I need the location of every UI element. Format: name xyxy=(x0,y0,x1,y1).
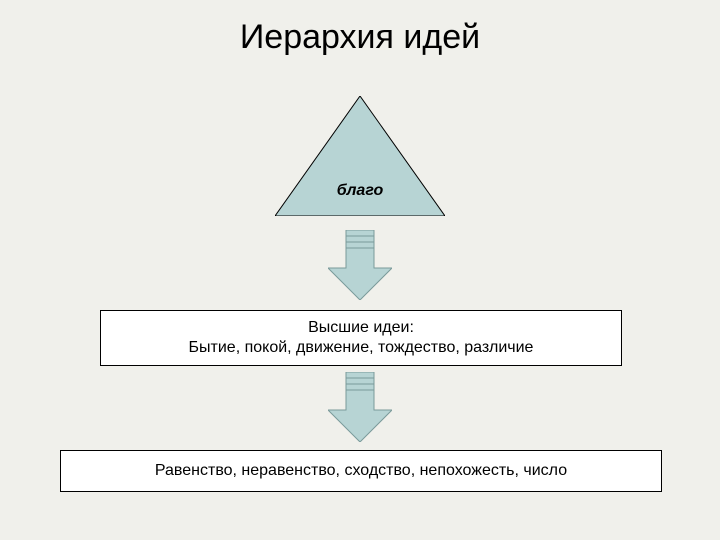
triangle-label: благо xyxy=(275,182,445,200)
box-lower-line1: Равенство, неравенство, сходство, непохо… xyxy=(155,461,567,481)
arrow-down-2 xyxy=(328,372,392,442)
box-higher-line1: Высшие идеи: xyxy=(308,318,414,338)
page-title: Иерархия идей xyxy=(0,18,720,57)
arrow-down-1 xyxy=(328,230,392,300)
box-lower-ideas: Равенство, неравенство, сходство, непохо… xyxy=(60,450,662,492)
box-higher-line2: Бытие, покой, движение, тождество, разли… xyxy=(189,338,534,358)
box-higher-ideas: Высшие идеи: Бытие, покой, движение, тож… xyxy=(100,310,622,366)
